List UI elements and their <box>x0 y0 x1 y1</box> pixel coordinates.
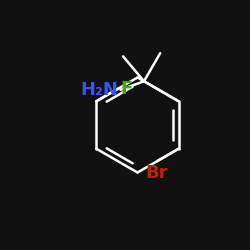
Text: F: F <box>120 80 133 98</box>
Text: Br: Br <box>146 164 168 182</box>
Text: H₂N: H₂N <box>80 81 118 99</box>
